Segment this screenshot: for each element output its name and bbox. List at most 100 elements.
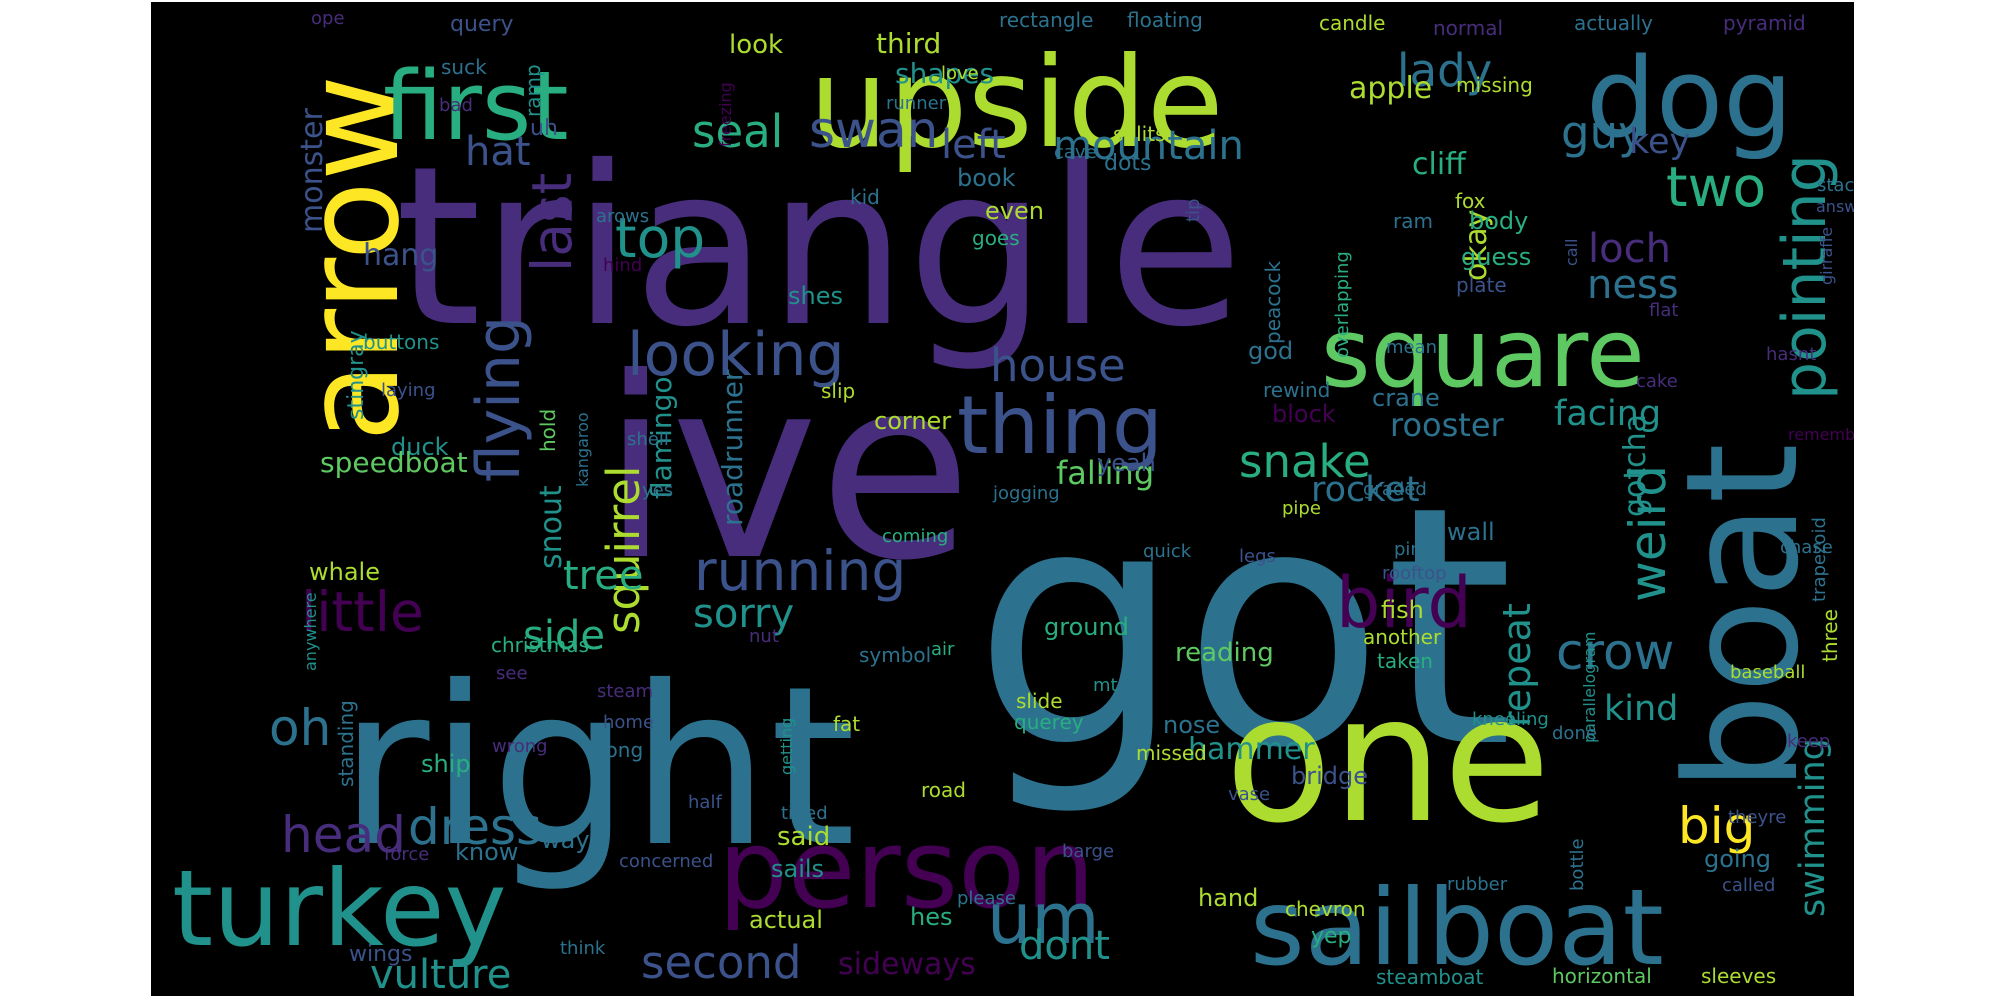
word-duck: duck	[391, 433, 449, 461]
word-said: said	[777, 822, 830, 852]
word-flamingo: flamingo	[645, 377, 678, 500]
word-book: book	[957, 164, 1016, 192]
word-bird: bird	[1336, 562, 1472, 644]
word-road: road	[921, 778, 966, 802]
word-apple: apple	[1349, 71, 1432, 106]
word-house: house	[990, 339, 1126, 392]
word-flying: flying	[464, 316, 534, 482]
word-repeat: repeat	[1495, 603, 1539, 727]
word-third: third	[876, 27, 941, 60]
word-yes: yes	[642, 480, 673, 501]
word-swimming: swimming	[1793, 738, 1833, 917]
word-missing: missing	[1456, 73, 1533, 97]
word-seal: seal	[692, 105, 783, 158]
word-getting: getting	[777, 718, 796, 775]
word-kangaroo: kangaroo	[573, 412, 592, 487]
word-runner: runner	[886, 93, 947, 114]
word-looking: looking	[627, 320, 845, 390]
word-hind: hind	[603, 255, 642, 276]
word-fish: fish	[1381, 596, 1424, 624]
word-mt: mt	[1093, 675, 1118, 696]
word-long: long	[600, 738, 643, 762]
word-candle: candle	[1319, 11, 1385, 35]
word-snake: snake	[1239, 435, 1371, 488]
word-um: um	[987, 878, 1100, 960]
word-barge: barge	[1062, 841, 1114, 862]
word-right: right	[339, 639, 856, 895]
word-mountain: mountain	[1053, 123, 1244, 169]
word-theyre: theyre	[1728, 807, 1786, 828]
word-actually: actually	[1574, 11, 1653, 35]
word-force: force	[384, 844, 429, 865]
word-arrow: arrow	[276, 75, 428, 442]
word-bottle: bottle	[1567, 838, 1588, 891]
word-little: little	[301, 580, 424, 644]
word-crane: crane	[1372, 384, 1440, 412]
word-ground: ground	[1044, 613, 1129, 641]
word-ope: ope	[311, 8, 345, 29]
word-kind: kind	[1604, 689, 1678, 729]
word-concerned: concerned	[619, 851, 713, 872]
word-buttons: buttons	[363, 330, 439, 354]
word-hammer: hammer	[1188, 732, 1315, 767]
word-chase: chase	[1780, 537, 1833, 558]
word-ness: ness	[1587, 262, 1679, 308]
word-sideways: sideways	[838, 947, 976, 982]
word-shapes: shapes	[895, 57, 994, 90]
word-tilted: tilted	[781, 803, 828, 824]
word-uh: uh	[530, 116, 558, 141]
word-mean: mean	[1386, 337, 1437, 358]
word-keep: keep	[1787, 731, 1830, 752]
word-sailboat: sailboat	[1250, 867, 1664, 989]
word-vulture: vulture	[370, 952, 511, 996]
word-girraffe: girraffe	[1817, 227, 1836, 285]
word-baseball: baseball	[1730, 662, 1805, 683]
word-dress: dress	[408, 798, 542, 856]
word-freezing: freezing	[716, 82, 735, 147]
word-second: second	[641, 936, 802, 989]
word-think: think	[560, 938, 606, 959]
word-three: three	[1818, 609, 1842, 662]
word-first: first	[383, 52, 569, 162]
word-squirrel: squirrel	[597, 466, 650, 634]
word-corner: corner	[874, 407, 951, 435]
word-steamboat: steamboat	[1376, 965, 1483, 989]
word-kneeling: kneeling	[1472, 709, 1549, 730]
word-actual: actual	[749, 906, 823, 934]
word-rubber: rubber	[1447, 874, 1508, 895]
word-yep: yep	[1311, 924, 1352, 949]
word-anywhere: anywhere	[301, 592, 320, 671]
word-way: way	[541, 826, 590, 854]
word-fox: fox	[1455, 189, 1486, 213]
word-key: key	[1629, 122, 1690, 162]
word-speedboat: speedboat	[320, 446, 468, 479]
word-lady: lady	[1397, 44, 1492, 97]
word-snout: snout	[534, 485, 569, 569]
word-dots: dots	[1104, 151, 1152, 176]
word-look: look	[729, 30, 783, 60]
word-reading: reading	[1175, 638, 1274, 668]
word-block: block	[1272, 400, 1336, 428]
word-rooftop: rooftop	[1382, 563, 1447, 584]
word-hand: hand	[1198, 884, 1258, 912]
word-slip: slip	[821, 379, 855, 403]
word-boat: boat	[1652, 443, 1833, 792]
word-bridge: bridge	[1291, 762, 1368, 790]
word-last: last	[520, 173, 584, 272]
word-chevron: chevron	[1285, 897, 1366, 921]
word-shes: shes	[788, 282, 843, 310]
word-graded: graded	[1363, 479, 1427, 500]
word-tip: tip	[1183, 199, 1204, 222]
word-querey: querey	[1014, 710, 1084, 734]
word-weird: weird	[1619, 465, 1677, 602]
word-missed: missed	[1136, 741, 1207, 765]
word-wings: wings	[349, 942, 412, 967]
word-normal: normal	[1433, 16, 1503, 40]
word-query: query	[450, 12, 514, 37]
word-facing: facing	[1554, 394, 1661, 434]
word-monster: monster	[295, 108, 330, 233]
word-loch: loch	[1588, 226, 1671, 272]
word-god: god	[1248, 337, 1293, 365]
word-crow: crow	[1556, 623, 1674, 681]
